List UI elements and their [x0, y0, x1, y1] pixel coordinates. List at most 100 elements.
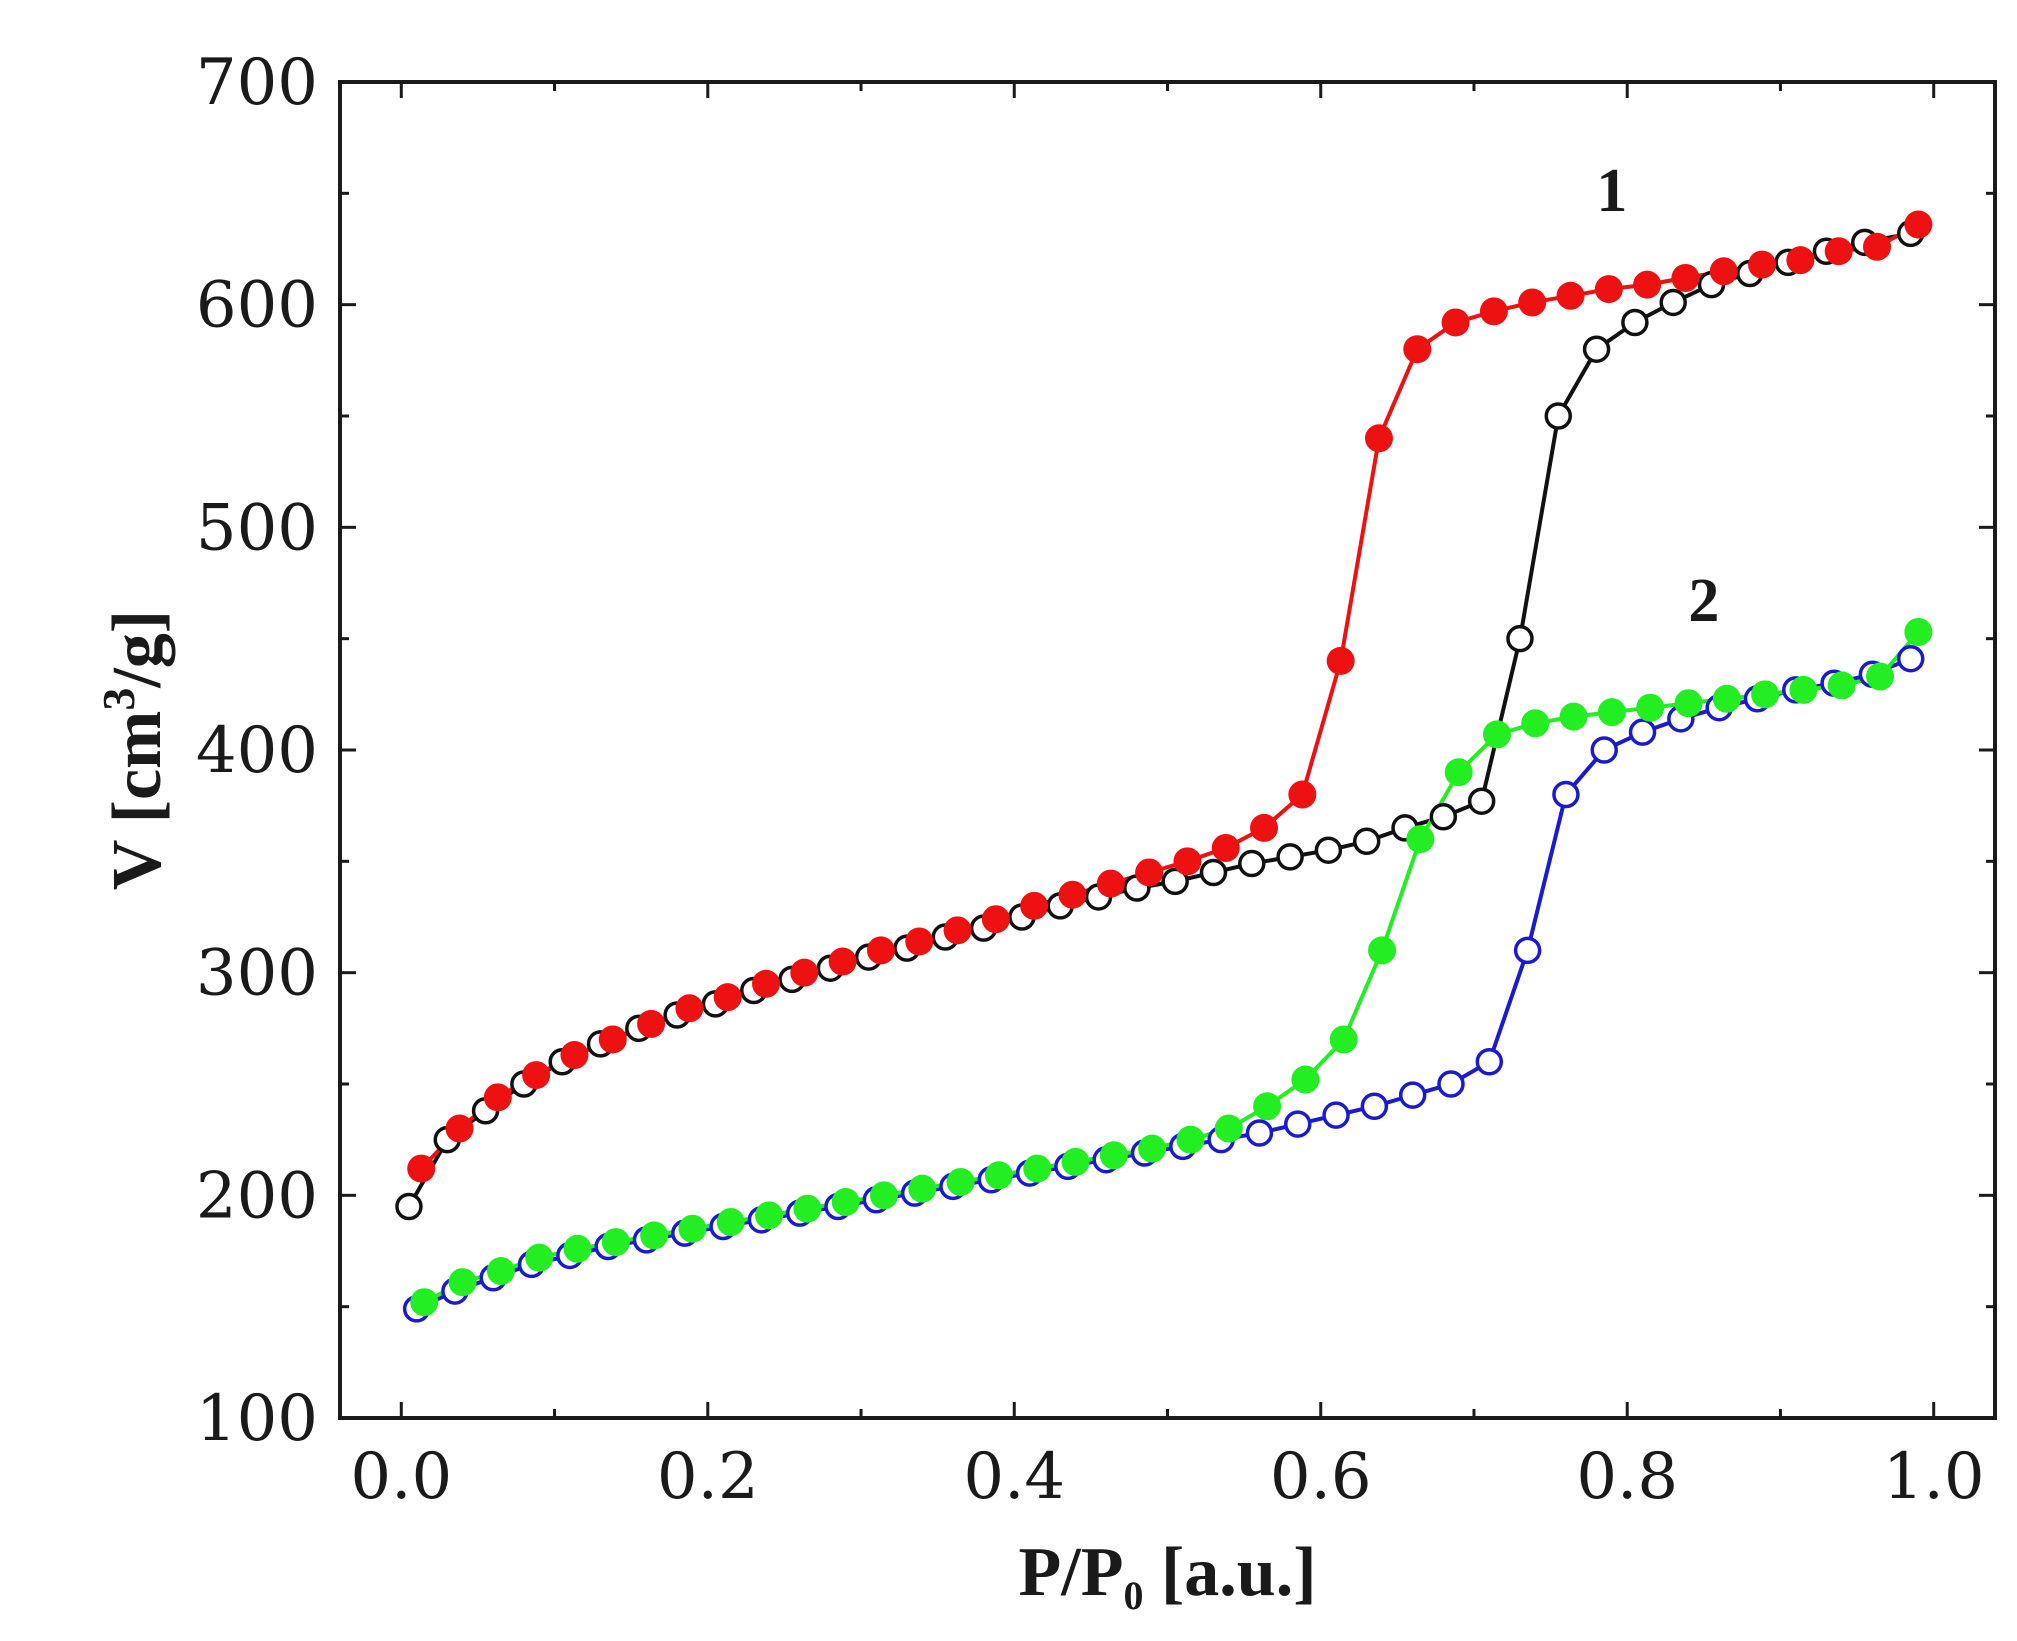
y-tick-label: 600	[196, 269, 318, 343]
data-point-filled	[1329, 1025, 1358, 1054]
data-point-filled	[1099, 1141, 1128, 1170]
data-point-filled	[525, 1243, 554, 1272]
x-axis-title-main: P/P	[1018, 1534, 1123, 1611]
data-point-filled	[981, 905, 1010, 934]
data-point-filled	[637, 1009, 666, 1038]
data-point-filled	[1364, 424, 1393, 453]
data-point-filled	[1096, 869, 1125, 898]
data-point-filled	[1441, 308, 1470, 337]
data-point-filled	[1211, 833, 1240, 862]
data-point-open	[1621, 308, 1649, 337]
y-axis-title-main: V [cm	[99, 711, 176, 890]
x-tick-label: 1.0	[1883, 1440, 1985, 1514]
data-point-filled	[790, 958, 819, 987]
data-point-filled	[410, 1288, 439, 1317]
curve-labels-group: 12	[1596, 157, 1719, 635]
y-axis-title: V [cm3/g]	[93, 610, 176, 890]
data-point-open	[1352, 827, 1381, 856]
data-point-open	[1590, 736, 1618, 764]
data-point-filled	[1482, 720, 1511, 749]
data-point-filled	[560, 1041, 589, 1070]
data-point-filled	[755, 1201, 784, 1230]
x-tick-label: 0.8	[1576, 1440, 1678, 1514]
y-tick-label: 400	[196, 714, 318, 788]
data-point-filled	[866, 936, 895, 965]
curve-label: 2	[1688, 567, 1719, 635]
data-point-filled	[1173, 847, 1202, 876]
data-point-filled	[752, 969, 781, 998]
data-point-filled	[1636, 693, 1665, 722]
data-point-filled	[1250, 813, 1279, 842]
data-point-filled	[678, 1214, 707, 1243]
data-point-open	[1276, 843, 1304, 871]
data-point-filled	[1326, 646, 1355, 675]
data-point-filled	[1214, 1114, 1243, 1143]
data-point-filled	[522, 1061, 551, 1090]
data-point-open	[1513, 936, 1542, 965]
data-series-group	[395, 210, 1933, 1323]
data-point-filled	[1904, 210, 1933, 239]
data-point-filled	[1786, 246, 1815, 275]
data-point-filled	[1403, 335, 1432, 364]
x-axis-title-tail: [a.u.]	[1143, 1534, 1316, 1611]
data-point-filled	[563, 1234, 592, 1263]
data-point-filled	[828, 947, 857, 976]
x-tick-label: 0.2	[657, 1440, 759, 1514]
data-point-filled	[445, 1114, 474, 1143]
y-tick-label: 700	[196, 46, 318, 120]
data-point-filled	[1288, 780, 1317, 809]
x-tick-label: 0.4	[963, 1440, 1065, 1514]
data-point-filled	[1023, 1154, 1052, 1183]
x-axis-title-subscript: 0	[1123, 1573, 1143, 1618]
data-point-filled	[1020, 891, 1049, 920]
data-point-open	[1582, 335, 1611, 363]
data-point-open	[1238, 849, 1266, 878]
data-point-open	[1161, 867, 1189, 896]
curve-label: 1	[1596, 157, 1627, 225]
data-point-filled	[601, 1228, 630, 1257]
data-point-filled	[1674, 689, 1703, 718]
data-point-open	[1429, 803, 1458, 831]
y-tick-label: 500	[196, 491, 318, 565]
data-point-filled	[1444, 758, 1473, 787]
data-point-filled	[486, 1257, 515, 1286]
data-point-open	[1322, 1101, 1350, 1129]
data-point-filled	[1866, 662, 1895, 691]
data-point-open	[1659, 288, 1687, 317]
x-tick-label: 0.0	[350, 1440, 452, 1514]
data-point-filled	[716, 1208, 745, 1237]
data-point-filled	[1291, 1065, 1320, 1094]
data-point-filled	[1176, 1125, 1205, 1154]
data-point-filled	[1058, 880, 1087, 909]
data-point-filled	[1712, 684, 1741, 713]
data-point-open	[1398, 1081, 1427, 1109]
data-point-filled	[1253, 1092, 1282, 1121]
data-point-open	[1896, 644, 1925, 673]
data-point-filled	[1479, 297, 1508, 326]
data-point-filled	[1559, 702, 1588, 731]
data-point-filled	[1138, 1134, 1167, 1163]
y-tick-label: 200	[196, 1159, 318, 1233]
data-point-filled	[984, 1161, 1013, 1190]
axes-group: 0.0 0.2 0.4 0.6 0.8 1.0 100 200 300 400 500 600 700	[196, 46, 1995, 1514]
data-point-filled	[1597, 698, 1626, 727]
data-point-filled	[1368, 936, 1397, 965]
data-point-filled	[1406, 825, 1435, 854]
data-point-filled	[1827, 671, 1856, 700]
data-point-filled	[675, 994, 704, 1023]
data-point-filled	[448, 1268, 477, 1297]
data-point-open	[1284, 1110, 1312, 1138]
data-point-filled	[1594, 275, 1623, 304]
data-point-open	[1467, 787, 1496, 815]
data-point-filled	[870, 1181, 899, 1210]
y-axis-title-superscript: 3	[93, 688, 144, 711]
data-point-filled	[831, 1188, 860, 1217]
data-point-filled	[1518, 288, 1547, 317]
data-point-filled	[1751, 680, 1780, 709]
data-point-filled	[908, 1174, 937, 1203]
data-point-filled	[598, 1025, 627, 1054]
data-point-filled	[946, 1167, 975, 1196]
data-point-open	[1314, 836, 1343, 864]
data-point-filled	[1863, 232, 1892, 261]
